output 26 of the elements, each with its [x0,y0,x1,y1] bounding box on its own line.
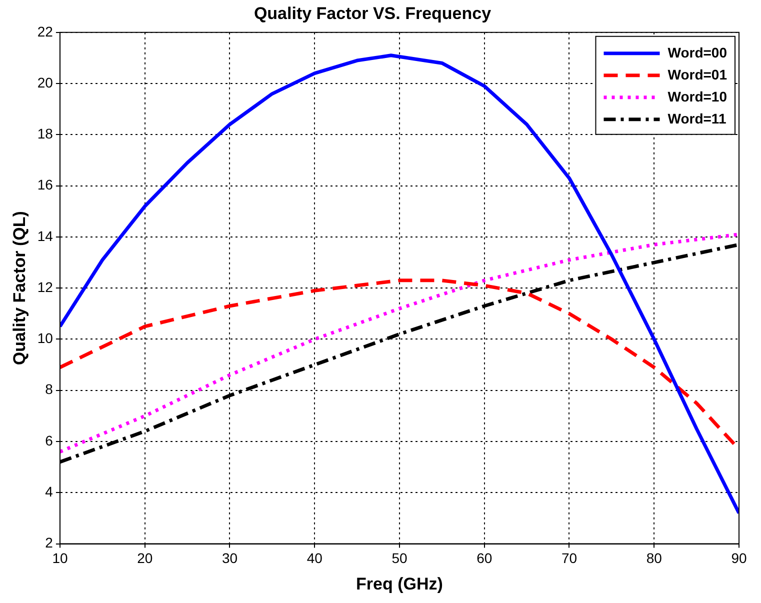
x-tick-label: 30 [222,550,238,566]
y-tick-label: 18 [37,126,54,142]
y-tick-label: 16 [37,176,54,193]
y-tick-label: 12 [37,278,54,295]
x-tick-label: 50 [392,550,408,566]
x-tick-label: 20 [137,550,153,566]
y-tick-label: 8 [45,381,54,398]
legend-label: Word=00 [668,44,728,60]
x-tick-label: 80 [646,550,662,566]
x-tick-label: 90 [731,550,747,566]
legend-label: Word=11 [668,110,726,126]
y-axis-title: Quality Factor (QL) [10,211,29,366]
y-tick-label: 6 [45,432,54,448]
x-tick-label: 70 [561,550,578,566]
y-tick-label: 2 [45,534,54,551]
x-axis-title: Freq (GHz) [356,574,443,594]
legend-label: Word=10 [668,88,728,104]
legend-label: Word=01 [668,66,728,82]
y-tick-label: 22 [37,23,54,40]
x-tick-label: 60 [476,550,492,566]
y-tick-label: 20 [37,74,54,90]
y-tick-label: 14 [37,228,54,244]
x-tick-label: 40 [306,550,323,566]
chart-title: Quality Factor VS. Frequency [254,4,492,23]
y-tick-label: 4 [45,484,54,500]
y-tick-label: 10 [37,330,54,346]
